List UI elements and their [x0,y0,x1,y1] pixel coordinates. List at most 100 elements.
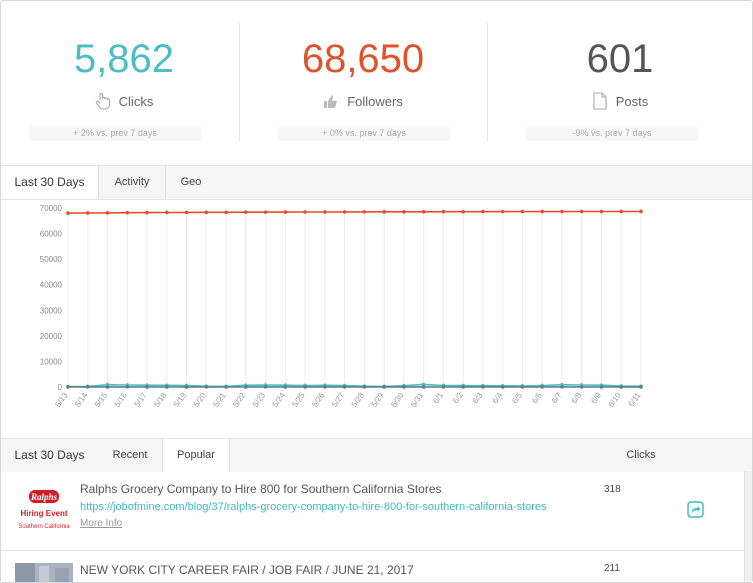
data-point [362,385,367,389]
post-title[interactable]: NEW YORK CITY CAREER FAIR / JOB FAIR / J… [80,563,414,577]
data-point [283,210,288,214]
post-url[interactable]: https://jobofmine.com/blog/37/ralphs-gro… [80,501,547,513]
data-point [145,385,149,389]
x-tick-label: 5/17 [132,391,149,409]
data-point [164,210,169,215]
document-icon [593,92,607,110]
share-icon[interactable] [687,501,704,518]
data-point [362,210,367,214]
thumb-brand: Ralphs [30,492,58,502]
ralphs-thumbnail: Ralphs Hiring Event Southern California [18,490,70,530]
x-tick-label: 5/21 [211,391,228,409]
data-point [579,209,584,214]
data-point [540,209,545,214]
x-tick-label: 6/11 [627,391,643,409]
stat-followers-label: Followers [347,93,403,109]
data-point [204,385,209,389]
stat-clicks-label: Clicks [118,93,154,109]
tab-recent[interactable]: Recent [112,449,148,461]
tab-list-last-30-days[interactable]: Last 30 Days [14,448,85,462]
stat-clicks-delta: + 2% vs. prev 7 days [29,126,201,141]
x-tick-label: 5/16 [113,391,130,409]
data-point [283,385,288,389]
chart-tabbar: Last 30 Days Activity Geo [1,165,752,200]
followers-chart: 0 10000 20000 30000 40000 50000 60000 70000 5/13… [1,198,752,438]
data-point [85,385,90,389]
x-tick-label: 6/6 [530,391,544,406]
data-point [520,385,525,389]
data-point [579,385,584,389]
x-tick-label: 5/20 [192,391,209,409]
stat-posts: 601 Posts -9% vs. prev 7 days [488,1,752,164]
data-point [105,385,110,389]
list-item: NEW YORK CITY CAREER FAIR / JOB FAIR / J… [1,551,752,582]
data-point [421,382,426,387]
thumb-line2: Southern California [18,524,70,530]
data-point [323,385,327,389]
stat-posts-value: 601 [586,37,654,81]
y-tick-label: 70000 [40,204,63,213]
x-tick-label: 5/26 [310,391,327,409]
stat-posts-label: Posts [615,93,649,109]
data-point [184,210,189,215]
y-tick-label: 40000 [40,281,63,290]
data-point [303,210,307,214]
clicks-column-header: Clicks [626,449,656,461]
tab-activity[interactable]: Activity [114,176,150,188]
data-point [461,209,465,214]
data-point [342,210,347,214]
stat-followers-delta: + 0% vs. prev 7 days [278,126,450,141]
x-tick-label: 5/30 [389,391,406,409]
y-tick-label: 30000 [40,306,63,315]
hand-pointer-icon [95,92,110,110]
data-point [540,385,545,389]
data-point [125,385,130,389]
scrollbar[interactable] [744,471,752,582]
post-title[interactable]: Ralphs Grocery Company to Hire 800 for S… [80,482,442,496]
thumb-line1: Hiring Event [20,509,67,518]
data-point [421,209,426,214]
x-tick-label: 6/2 [451,391,465,406]
x-tick-label: 5/25 [290,391,307,409]
stat-followers: 68,650 Followers + 0% vs. prev 7 days [240,1,486,164]
x-tick-label: 6/10 [607,391,624,409]
x-tick-label: 6/3 [471,391,485,406]
stat-clicks: 5,862 Clicks + 2% vs. prev 7 days [1,1,247,164]
x-tick-label: 6/8 [570,391,584,406]
x-tick-label: 6/4 [491,391,505,406]
series-line [67,210,641,214]
data-point [599,209,604,214]
x-tick-label: 5/18 [152,391,169,409]
more-info-link[interactable]: More Info [80,518,123,529]
divider [239,23,240,141]
data-point [204,210,209,215]
data-point [402,385,406,389]
stats-summary: 5,862 Clicks + 2% vs. prev 7 days 68,650… [1,1,752,164]
tab-geo[interactable]: Geo [180,176,202,188]
series-line [67,383,642,388]
x-tick-label: 5/29 [369,391,386,409]
data-point [125,210,130,215]
post-clicks: 318 [604,484,621,495]
data-point [224,210,228,215]
stat-posts-delta: -9% vs. prev 7 days [526,126,698,141]
data-point [164,385,169,389]
data-point [520,209,525,214]
tab-last-30-days[interactable]: Last 30 Days [1,166,98,199]
data-point [560,385,564,389]
data-point [263,385,268,389]
post-clicks: 211 [604,563,620,574]
x-tick-label: 6/5 [510,391,524,406]
x-tick-label: 5/13 [53,391,70,409]
x-tick-label: 5/22 [231,391,248,409]
y-tick-label: 20000 [40,332,63,341]
data-point [500,385,505,389]
stat-clicks-value: 5,862 [73,37,175,81]
data-point [382,385,386,389]
data-point [342,385,347,389]
line-chart: 0 10000 20000 30000 40000 50000 60000 70000 5/13… [40,204,643,409]
x-tick-label: 5/31 [409,391,426,409]
tab-popular[interactable]: Popular [163,439,229,472]
data-point [441,385,446,389]
data-point [421,385,426,389]
